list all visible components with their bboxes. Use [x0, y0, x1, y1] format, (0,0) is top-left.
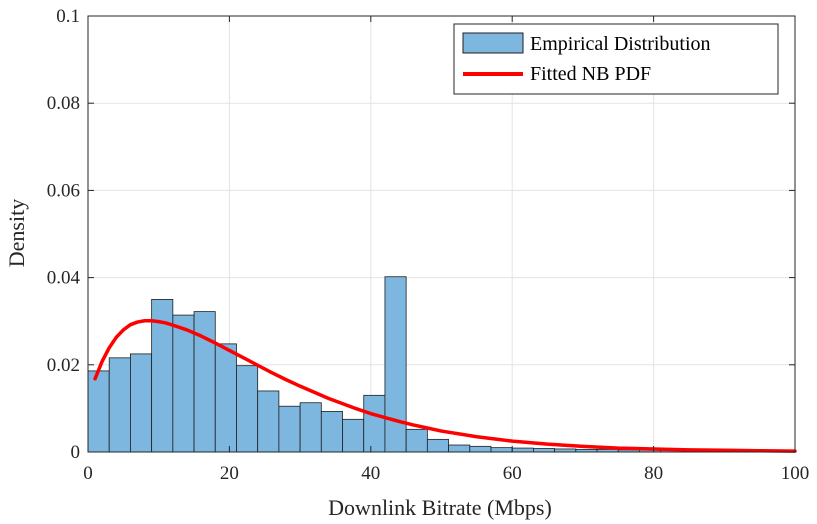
histogram-bar [405, 428, 428, 453]
y-tick-label: 0.1 [56, 6, 80, 27]
fitted-nb-pdf-line [93, 319, 797, 453]
histogram-bar [299, 402, 322, 453]
histogram-bar [130, 353, 153, 453]
histogram-bar [278, 405, 301, 453]
x-tick-label: 80 [644, 463, 663, 484]
histogram-bar [469, 445, 492, 453]
axes-layer [87, 15, 796, 453]
histogram-bar [342, 418, 365, 453]
histogram-bar [426, 438, 449, 453]
y-tick-label: 0.08 [47, 93, 80, 114]
x-tick-label: 0 [83, 463, 93, 484]
y-tick-label: 0.06 [47, 180, 80, 201]
x-tick-label: 20 [220, 463, 239, 484]
axes-box [87, 15, 796, 453]
ticks-layer: 0 20 40 60 80 100 0 0.02 0.04 0.06 0.08 0.1 [47, 6, 810, 484]
legend-swatch-empirical [462, 32, 524, 54]
legend-label-fitted: Fitted NB PDF [530, 63, 651, 85]
histogram-bar [533, 448, 556, 453]
x-tick-label: 40 [361, 463, 380, 484]
x-tick-label: 100 [781, 463, 810, 484]
histogram-bar [363, 394, 386, 453]
fit-line-layer [93, 319, 797, 453]
x-axis-title: Downlink Bitrate (Mbps) [328, 495, 552, 520]
histogram-bar [384, 276, 407, 453]
y-tick-label: 0 [71, 442, 81, 463]
y-tick-label: 0.04 [47, 268, 81, 289]
x-tick-label: 60 [503, 463, 522, 484]
legend: Empirical Distribution Fitted NB PDF [453, 23, 779, 95]
histogram-bar [108, 357, 131, 453]
histogram-bar [511, 447, 534, 453]
histogram-bar [448, 444, 471, 453]
histogram-bar [490, 447, 513, 453]
histogram-bar [172, 314, 195, 453]
histogram-bar [87, 370, 110, 453]
histogram-bar [257, 390, 280, 453]
histogram-bar [236, 365, 259, 453]
y-axis-title: Density [4, 199, 29, 267]
histogram-bar [320, 411, 343, 453]
legend-label-empirical: Empirical Distribution [530, 33, 711, 55]
histogram-bar [214, 343, 237, 453]
y-tick-label: 0.02 [47, 355, 80, 376]
